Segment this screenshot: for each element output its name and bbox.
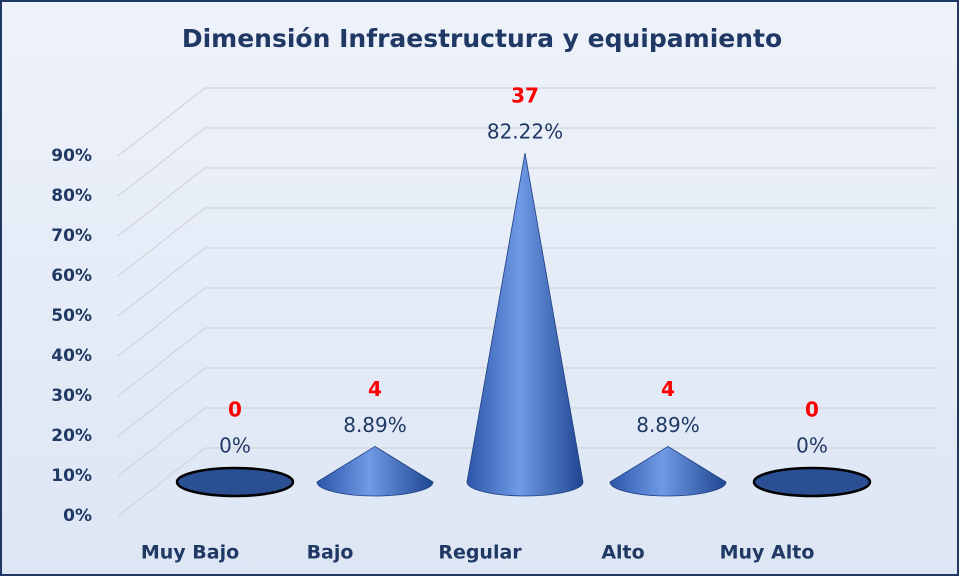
cone-base bbox=[752, 466, 872, 498]
x-tick-label: Muy Bajo bbox=[141, 542, 239, 564]
grid-line bbox=[117, 407, 935, 477]
chart-title: Dimensión Infraestructura y equipamiento bbox=[182, 24, 782, 53]
value-label: 8.89% bbox=[343, 413, 407, 437]
count-label: 0 bbox=[228, 398, 242, 422]
y-tick-label: 20% bbox=[51, 426, 92, 446]
grid-line bbox=[117, 167, 935, 237]
grid-line bbox=[117, 207, 935, 277]
value-label: 0% bbox=[219, 434, 251, 458]
grid-line bbox=[117, 287, 935, 357]
grid-line bbox=[117, 127, 935, 197]
grid-line bbox=[117, 327, 935, 397]
x-tick-label: Regular bbox=[438, 542, 522, 564]
x-tick-label: Alto bbox=[601, 542, 644, 564]
x-tick-label: Bajo bbox=[307, 542, 354, 564]
cone bbox=[609, 445, 727, 497]
count-label: 37 bbox=[511, 84, 539, 108]
x-tick-label: Muy Alto bbox=[720, 542, 815, 564]
y-tick-label: 0% bbox=[63, 506, 92, 526]
y-tick-label: 50% bbox=[51, 306, 92, 326]
y-tick-label: 80% bbox=[51, 186, 92, 206]
grid-line bbox=[117, 447, 935, 517]
y-tick-label: 60% bbox=[51, 266, 92, 286]
grid-line bbox=[117, 87, 935, 157]
value-label: 8.89% bbox=[636, 413, 700, 437]
y-tick-label: 70% bbox=[51, 226, 92, 246]
cone bbox=[316, 445, 434, 497]
value-label: 82.22% bbox=[487, 120, 563, 144]
y-tick-label: 40% bbox=[51, 346, 92, 366]
grid-line bbox=[117, 367, 935, 437]
value-label: 0% bbox=[796, 434, 828, 458]
count-label: 0 bbox=[805, 398, 819, 422]
y-tick-label: 90% bbox=[51, 146, 92, 166]
y-tick-label: 30% bbox=[51, 386, 92, 406]
count-label: 4 bbox=[661, 377, 675, 401]
count-label: 4 bbox=[368, 377, 382, 401]
cone bbox=[466, 153, 584, 497]
cone-base bbox=[175, 466, 295, 498]
grid-line bbox=[117, 247, 935, 317]
y-tick-label: 10% bbox=[51, 466, 92, 486]
